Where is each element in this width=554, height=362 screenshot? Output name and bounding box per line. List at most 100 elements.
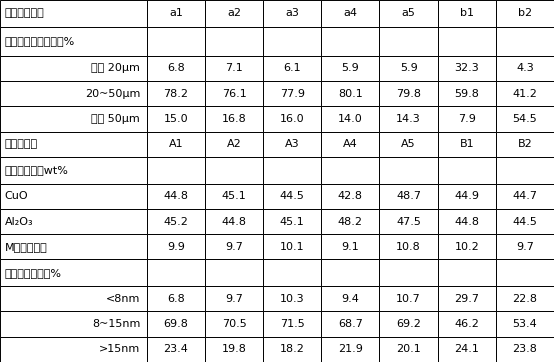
Text: Al₂O₃: Al₂O₃ [4, 216, 33, 227]
Bar [379, 260, 438, 286]
Bar [496, 27, 554, 56]
Text: 44.7: 44.7 [512, 191, 537, 201]
Bar [496, 106, 554, 131]
Bar [321, 260, 379, 286]
Bar [321, 81, 379, 106]
Text: 19.8: 19.8 [222, 344, 247, 354]
Bar [0, 184, 147, 209]
Bar [379, 106, 438, 131]
Bar [438, 81, 496, 106]
Bar [438, 157, 496, 184]
Text: 42.8: 42.8 [338, 191, 363, 201]
Text: a2: a2 [227, 8, 241, 18]
Text: 69.8: 69.8 [163, 319, 188, 329]
Text: 16.0: 16.0 [280, 114, 305, 124]
Bar [321, 131, 379, 157]
Text: 22.8: 22.8 [512, 294, 537, 304]
Bar [496, 260, 554, 286]
Bar [379, 337, 438, 362]
Text: 9.1: 9.1 [341, 242, 360, 252]
Bar [379, 27, 438, 56]
Text: 9.7: 9.7 [225, 294, 243, 304]
Bar [379, 56, 438, 81]
Text: 5.9: 5.9 [399, 63, 418, 73]
Bar [379, 311, 438, 337]
Bar [147, 106, 205, 131]
Text: 9.7: 9.7 [225, 242, 243, 252]
Text: 48.2: 48.2 [338, 216, 363, 227]
Text: 10.2: 10.2 [454, 242, 479, 252]
Bar [321, 0, 379, 27]
Text: M以氧化物计: M以氧化物计 [4, 242, 47, 252]
Text: 59.8: 59.8 [454, 89, 479, 99]
Bar [147, 157, 205, 184]
Text: a4: a4 [343, 8, 357, 18]
Bar [147, 311, 205, 337]
Bar [496, 311, 554, 337]
Bar [0, 131, 147, 157]
Text: 16.8: 16.8 [222, 114, 247, 124]
Bar [263, 157, 321, 184]
Bar [0, 337, 147, 362]
Text: b2: b2 [518, 8, 532, 18]
Text: A3: A3 [285, 139, 300, 149]
Bar [496, 337, 554, 362]
Bar [0, 260, 147, 286]
Text: 6.8: 6.8 [167, 63, 185, 73]
Text: 7.9: 7.9 [458, 114, 476, 124]
Bar [205, 81, 263, 106]
Text: 29.7: 29.7 [454, 294, 479, 304]
Text: A1: A1 [168, 139, 183, 149]
Bar [147, 131, 205, 157]
Text: 69.2: 69.2 [396, 319, 421, 329]
Bar [496, 286, 554, 311]
Text: 20~50μm: 20~50μm [85, 89, 140, 99]
Text: 44.5: 44.5 [512, 216, 537, 227]
Text: 76.1: 76.1 [222, 89, 247, 99]
Bar [438, 184, 496, 209]
Text: 71.5: 71.5 [280, 319, 305, 329]
Bar [438, 106, 496, 131]
Text: 催化剂编号: 催化剂编号 [4, 139, 38, 149]
Bar [0, 0, 147, 27]
Text: 68.7: 68.7 [338, 319, 363, 329]
Text: 78.2: 78.2 [163, 89, 188, 99]
Text: B1: B1 [459, 139, 474, 149]
Bar [321, 234, 379, 260]
Bar [147, 0, 205, 27]
Text: 46.2: 46.2 [454, 319, 479, 329]
Bar [0, 81, 147, 106]
Bar [438, 209, 496, 234]
Bar [438, 260, 496, 286]
Bar [0, 157, 147, 184]
Bar [205, 56, 263, 81]
Bar [263, 286, 321, 311]
Text: 10.7: 10.7 [396, 294, 421, 304]
Text: a5: a5 [402, 8, 416, 18]
Text: 18.2: 18.2 [280, 344, 305, 354]
Text: 粒径分布（体积），%: 粒径分布（体积），% [4, 36, 75, 46]
Bar [205, 0, 263, 27]
Text: 32.3: 32.3 [454, 63, 479, 73]
Bar [263, 106, 321, 131]
Bar [263, 131, 321, 157]
Text: 9.9: 9.9 [167, 242, 185, 252]
Text: 23.4: 23.4 [163, 344, 188, 354]
Text: 21.9: 21.9 [338, 344, 363, 354]
Text: A4: A4 [343, 139, 358, 149]
Bar [263, 337, 321, 362]
Bar [263, 56, 321, 81]
Text: 14.3: 14.3 [396, 114, 421, 124]
Text: 41.2: 41.2 [512, 89, 537, 99]
Bar [379, 234, 438, 260]
Text: 70.5: 70.5 [222, 319, 247, 329]
Bar [263, 311, 321, 337]
Bar [496, 131, 554, 157]
Text: 44.9: 44.9 [454, 191, 479, 201]
Bar [321, 209, 379, 234]
Text: 10.8: 10.8 [396, 242, 421, 252]
Bar [263, 27, 321, 56]
Text: A2: A2 [227, 139, 242, 149]
Bar [263, 234, 321, 260]
Bar [321, 286, 379, 311]
